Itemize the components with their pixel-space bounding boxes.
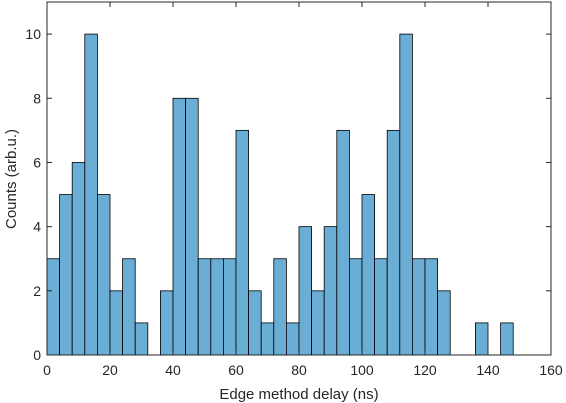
histogram-bar <box>210 258 224 356</box>
histogram-bar <box>411 258 426 356</box>
histogram-bar <box>172 97 187 356</box>
x-tick-label: 40 <box>165 362 181 378</box>
histogram-bar <box>273 258 287 356</box>
histogram-bar <box>222 258 237 356</box>
y-tick-label: 2 <box>33 283 41 299</box>
y-tick-label: 0 <box>33 347 41 363</box>
y-tick-label: 8 <box>33 90 41 106</box>
x-tick-label: 160 <box>539 362 563 378</box>
histogram-bar <box>374 258 388 356</box>
x-tick-label: 140 <box>476 362 500 378</box>
histogram-bar <box>134 322 149 356</box>
x-axis-ticks: 0 20 40 60 80 100 120 140 160 <box>43 2 563 378</box>
x-tick-label: 20 <box>102 362 118 378</box>
histogram-bar <box>248 290 262 356</box>
histogram-bar <box>197 258 212 356</box>
histogram-bar <box>122 258 136 356</box>
histogram-bar <box>71 162 86 356</box>
y-axis-label: Counts (arb.u.) <box>3 129 20 229</box>
histogram-bar <box>323 226 338 356</box>
y-axis-ticks: 0 2 4 6 8 10 <box>25 26 551 363</box>
x-axis-label: Edge method delay (ns) <box>219 386 378 403</box>
histogram-bar <box>361 194 376 356</box>
histogram-bar <box>185 97 199 356</box>
histogram-bar <box>285 322 300 356</box>
histogram-bar <box>437 290 451 356</box>
histogram-bar <box>46 258 61 356</box>
x-tick-label: 100 <box>350 362 374 378</box>
histogram-bar <box>159 290 174 356</box>
histogram-bar <box>260 322 275 356</box>
histogram-bar <box>474 322 489 356</box>
y-tick-label: 10 <box>25 26 41 42</box>
y-tick-label: 6 <box>33 154 41 170</box>
histogram-bar <box>298 226 313 356</box>
histogram-bar <box>97 194 111 356</box>
x-tick-label: 0 <box>43 362 51 378</box>
histogram-bar <box>59 194 73 356</box>
histogram-bar <box>348 258 363 356</box>
histogram-bar <box>336 129 350 356</box>
histogram-bar <box>235 129 250 356</box>
histogram-bar <box>311 290 325 356</box>
y-tick-label: 4 <box>33 219 41 235</box>
histogram-bar <box>84 33 98 356</box>
histogram-bar <box>386 129 401 356</box>
histogram-bar <box>399 33 413 356</box>
histogram-bar <box>109 290 123 356</box>
bars-group <box>46 33 514 356</box>
histogram-bar <box>424 258 439 356</box>
x-tick-label: 80 <box>291 362 307 378</box>
x-tick-label: 120 <box>413 362 437 378</box>
x-tick-label: 60 <box>228 362 244 378</box>
histogram-bar <box>500 322 514 356</box>
